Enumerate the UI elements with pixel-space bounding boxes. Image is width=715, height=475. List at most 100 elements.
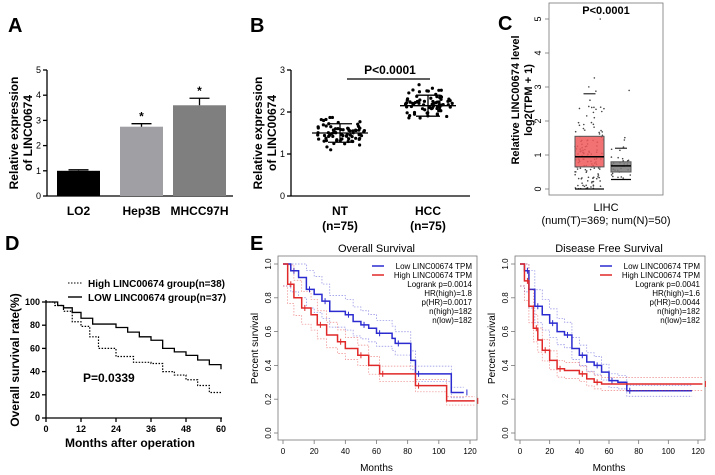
data-point (418, 98, 422, 102)
data-point (417, 101, 421, 105)
data-point (592, 176, 595, 179)
x-tick-label: 36 (146, 424, 156, 434)
y-axis-label: Relative LINC00674 level (510, 35, 522, 164)
n-label: (n=75) (322, 219, 358, 233)
y-tick-label: 1 (36, 166, 41, 176)
data-point (583, 185, 586, 188)
data-point (599, 180, 601, 182)
data-point (411, 88, 415, 92)
data-point (407, 116, 411, 120)
data-point (585, 171, 588, 174)
data-point (354, 128, 358, 133)
bar-MHCC97H (173, 105, 226, 196)
data-point (404, 101, 409, 105)
panel-label-a: A (8, 15, 22, 37)
y-tick-label: 5 (36, 65, 41, 75)
data-point (347, 137, 351, 141)
high-group-curve (46, 301, 221, 394)
y-axis-label: Relative expression (251, 77, 265, 190)
stat-label: n(low)=182 (660, 316, 700, 325)
error-bar (189, 97, 210, 106)
data-point (600, 110, 603, 113)
data-point (343, 142, 347, 146)
survival-curve-low (283, 263, 464, 394)
x-tick-label: 60 (605, 447, 614, 456)
data-point (585, 170, 588, 172)
y-tick-label: 0.2 (264, 393, 273, 405)
chart-c: 0 1 2 3 4 5 P<0.0001 LIHC(num(T)=369; num(N)=50… (510, 2, 671, 227)
data-point (428, 106, 432, 110)
y-tick-label: 3 (36, 115, 41, 125)
stat-label: n(high)=182 (657, 307, 700, 316)
x-tick-label: 60 (372, 447, 381, 456)
data-point (356, 122, 360, 126)
y-tick-label: 0.6 (264, 325, 273, 337)
data-point (430, 86, 434, 90)
confidence-band (520, 285, 693, 397)
data-point (336, 127, 340, 131)
x-tick-label: 48 (181, 424, 191, 434)
data-point (582, 123, 585, 126)
x-axis-label: Months after operation (65, 436, 195, 450)
chart-e-overall: 0.0 0.2 0.4 0.6 0.8 1.0 0 20 40 60 80 100 120 Low LIN… (250, 243, 479, 474)
data-point (418, 116, 422, 120)
data-point (407, 91, 411, 95)
data-point (610, 148, 613, 151)
data-point (423, 108, 427, 112)
data-point (577, 177, 580, 180)
significance-star: * (139, 110, 144, 124)
data-point (346, 127, 350, 131)
y-tick-label: 80 (30, 320, 40, 330)
x-tick-label: 12 (76, 424, 86, 434)
data-point (603, 107, 605, 110)
data-point (437, 100, 441, 104)
data-point (577, 184, 579, 187)
panel-label-e: E (250, 233, 263, 255)
data-point (590, 186, 592, 188)
y-tick-label: 0.8 (264, 292, 273, 304)
data-point (411, 101, 415, 105)
data-point (582, 184, 584, 187)
data-point (357, 143, 362, 147)
data-point (325, 145, 329, 149)
survival-curve-high (283, 263, 475, 402)
plot-frame (277, 255, 478, 441)
data-point (324, 136, 328, 140)
y-tick-label: 3 (280, 65, 285, 75)
data-point (585, 184, 587, 187)
data-point (351, 129, 355, 133)
y-tick-label: 2 (533, 118, 543, 123)
data-point (587, 176, 590, 179)
data-point (322, 139, 326, 143)
x-tick-label: 0 (281, 447, 286, 456)
y-axis-label: log2(TPM + 1) (523, 64, 535, 136)
y-tick-label: 0.6 (501, 325, 510, 337)
y-tick-label: 0 (280, 191, 285, 201)
data-point (617, 176, 619, 179)
data-point (612, 175, 614, 178)
data-point (412, 110, 417, 115)
y-tick-label: 0.0 (501, 427, 510, 439)
y-tick-label: 5 (533, 16, 543, 21)
data-point (629, 174, 632, 176)
data-point (610, 174, 613, 176)
data-point (584, 168, 587, 171)
x-tick-label: 20 (545, 447, 554, 456)
chart-a: 0 1 2 3 4 5 LO2 * Hep3B * MHCC97H Relative expressi… (7, 65, 233, 218)
data-point (590, 106, 593, 109)
data-point (623, 139, 626, 141)
data-point (592, 185, 595, 187)
y-tick-label: 2 (36, 141, 41, 151)
data-point (321, 123, 325, 127)
box-T (574, 135, 605, 168)
bar-Hep3B (120, 126, 163, 196)
data-point (438, 108, 442, 112)
data-point (580, 177, 583, 180)
data-point (434, 101, 438, 105)
data-point (620, 176, 623, 178)
data-point (593, 126, 595, 128)
data-point (582, 127, 585, 130)
y-axis-label: Overall survival rate(%) (8, 293, 22, 426)
legend-label-high: High LINC00674 group(n=38) (88, 279, 225, 290)
y-axis-label: Percent survival (487, 313, 498, 384)
